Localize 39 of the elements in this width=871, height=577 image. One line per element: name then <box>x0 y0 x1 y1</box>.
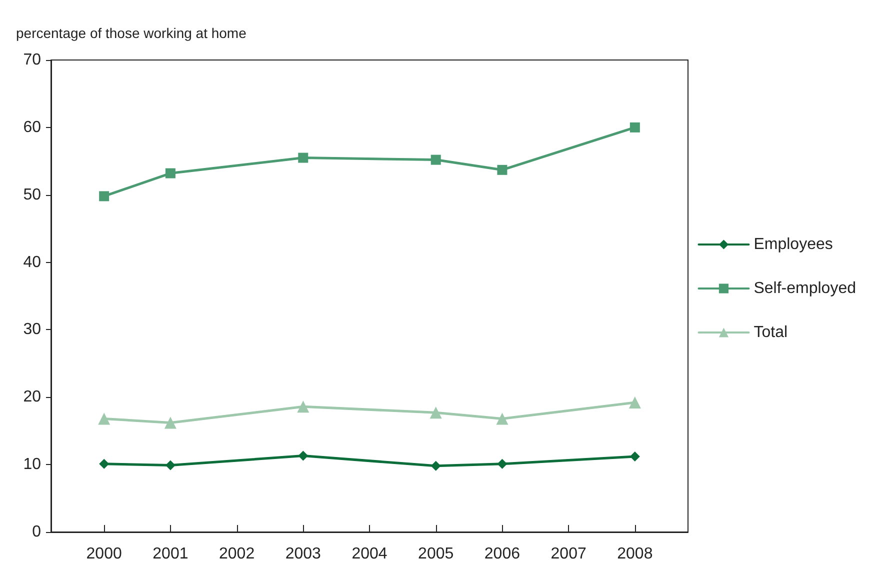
y-tick-label: 70 <box>23 52 42 68</box>
y-tick-label: 50 <box>23 186 42 204</box>
y-axis-title: percentage of those working at home <box>16 25 247 41</box>
point <box>628 396 641 409</box>
legend-label: Total <box>754 324 788 341</box>
x-tick-label: 2006 <box>484 546 520 562</box>
point <box>496 412 508 425</box>
legend-label: Self-employed <box>754 280 856 297</box>
point <box>98 412 110 425</box>
point <box>630 451 640 462</box>
legend-label: Employees <box>754 236 833 253</box>
y-tick-label: 0 <box>32 524 42 540</box>
x-tick-label: 2004 <box>352 546 388 562</box>
y-tick-label: 40 <box>23 254 42 271</box>
x-tick-label: 2000 <box>86 546 122 562</box>
point <box>297 400 310 413</box>
y-tick-label: 60 <box>23 118 42 136</box>
point <box>165 460 176 470</box>
point <box>99 191 110 202</box>
y-tick-label: 20 <box>23 388 42 406</box>
point <box>497 458 508 469</box>
y-tick-label: 10 <box>23 456 42 474</box>
x-tick-label: 2008 <box>617 546 653 562</box>
x-tick-label: 2001 <box>152 546 188 562</box>
point <box>430 460 441 471</box>
point <box>164 416 176 429</box>
point <box>630 122 640 132</box>
point <box>99 458 110 469</box>
x-tick-label: 2002 <box>218 546 255 562</box>
x-tick-label: 2007 <box>550 546 586 562</box>
point <box>430 154 441 165</box>
point <box>298 450 308 461</box>
x-tick-label: 2005 <box>418 546 454 562</box>
y-tick-label: 30 <box>23 321 42 338</box>
point <box>497 164 508 175</box>
x-tick-label: 2003 <box>285 546 322 562</box>
point <box>430 406 442 419</box>
point <box>165 168 176 178</box>
point <box>298 152 308 163</box>
